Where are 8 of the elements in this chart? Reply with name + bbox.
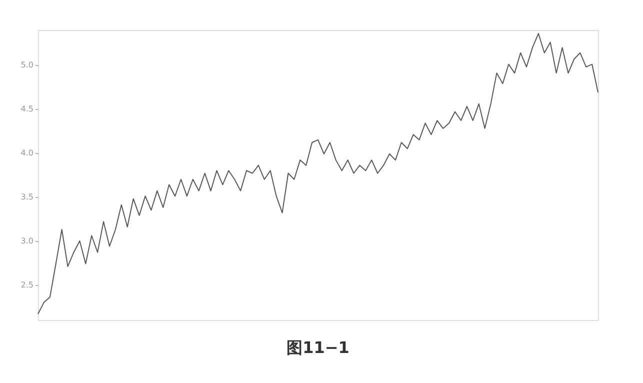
y-tick-label: 2.5 [20, 280, 34, 290]
line-series [38, 33, 598, 314]
y-tick-label: 5.0 [20, 60, 34, 70]
y-tick-label: 4.0 [20, 148, 34, 158]
y-tick-label: 3.5 [20, 192, 34, 202]
y-tick-label: 3.0 [20, 236, 34, 246]
caption: 图11−1 [286, 338, 350, 357]
y-tick-label: 4.5 [20, 104, 34, 114]
